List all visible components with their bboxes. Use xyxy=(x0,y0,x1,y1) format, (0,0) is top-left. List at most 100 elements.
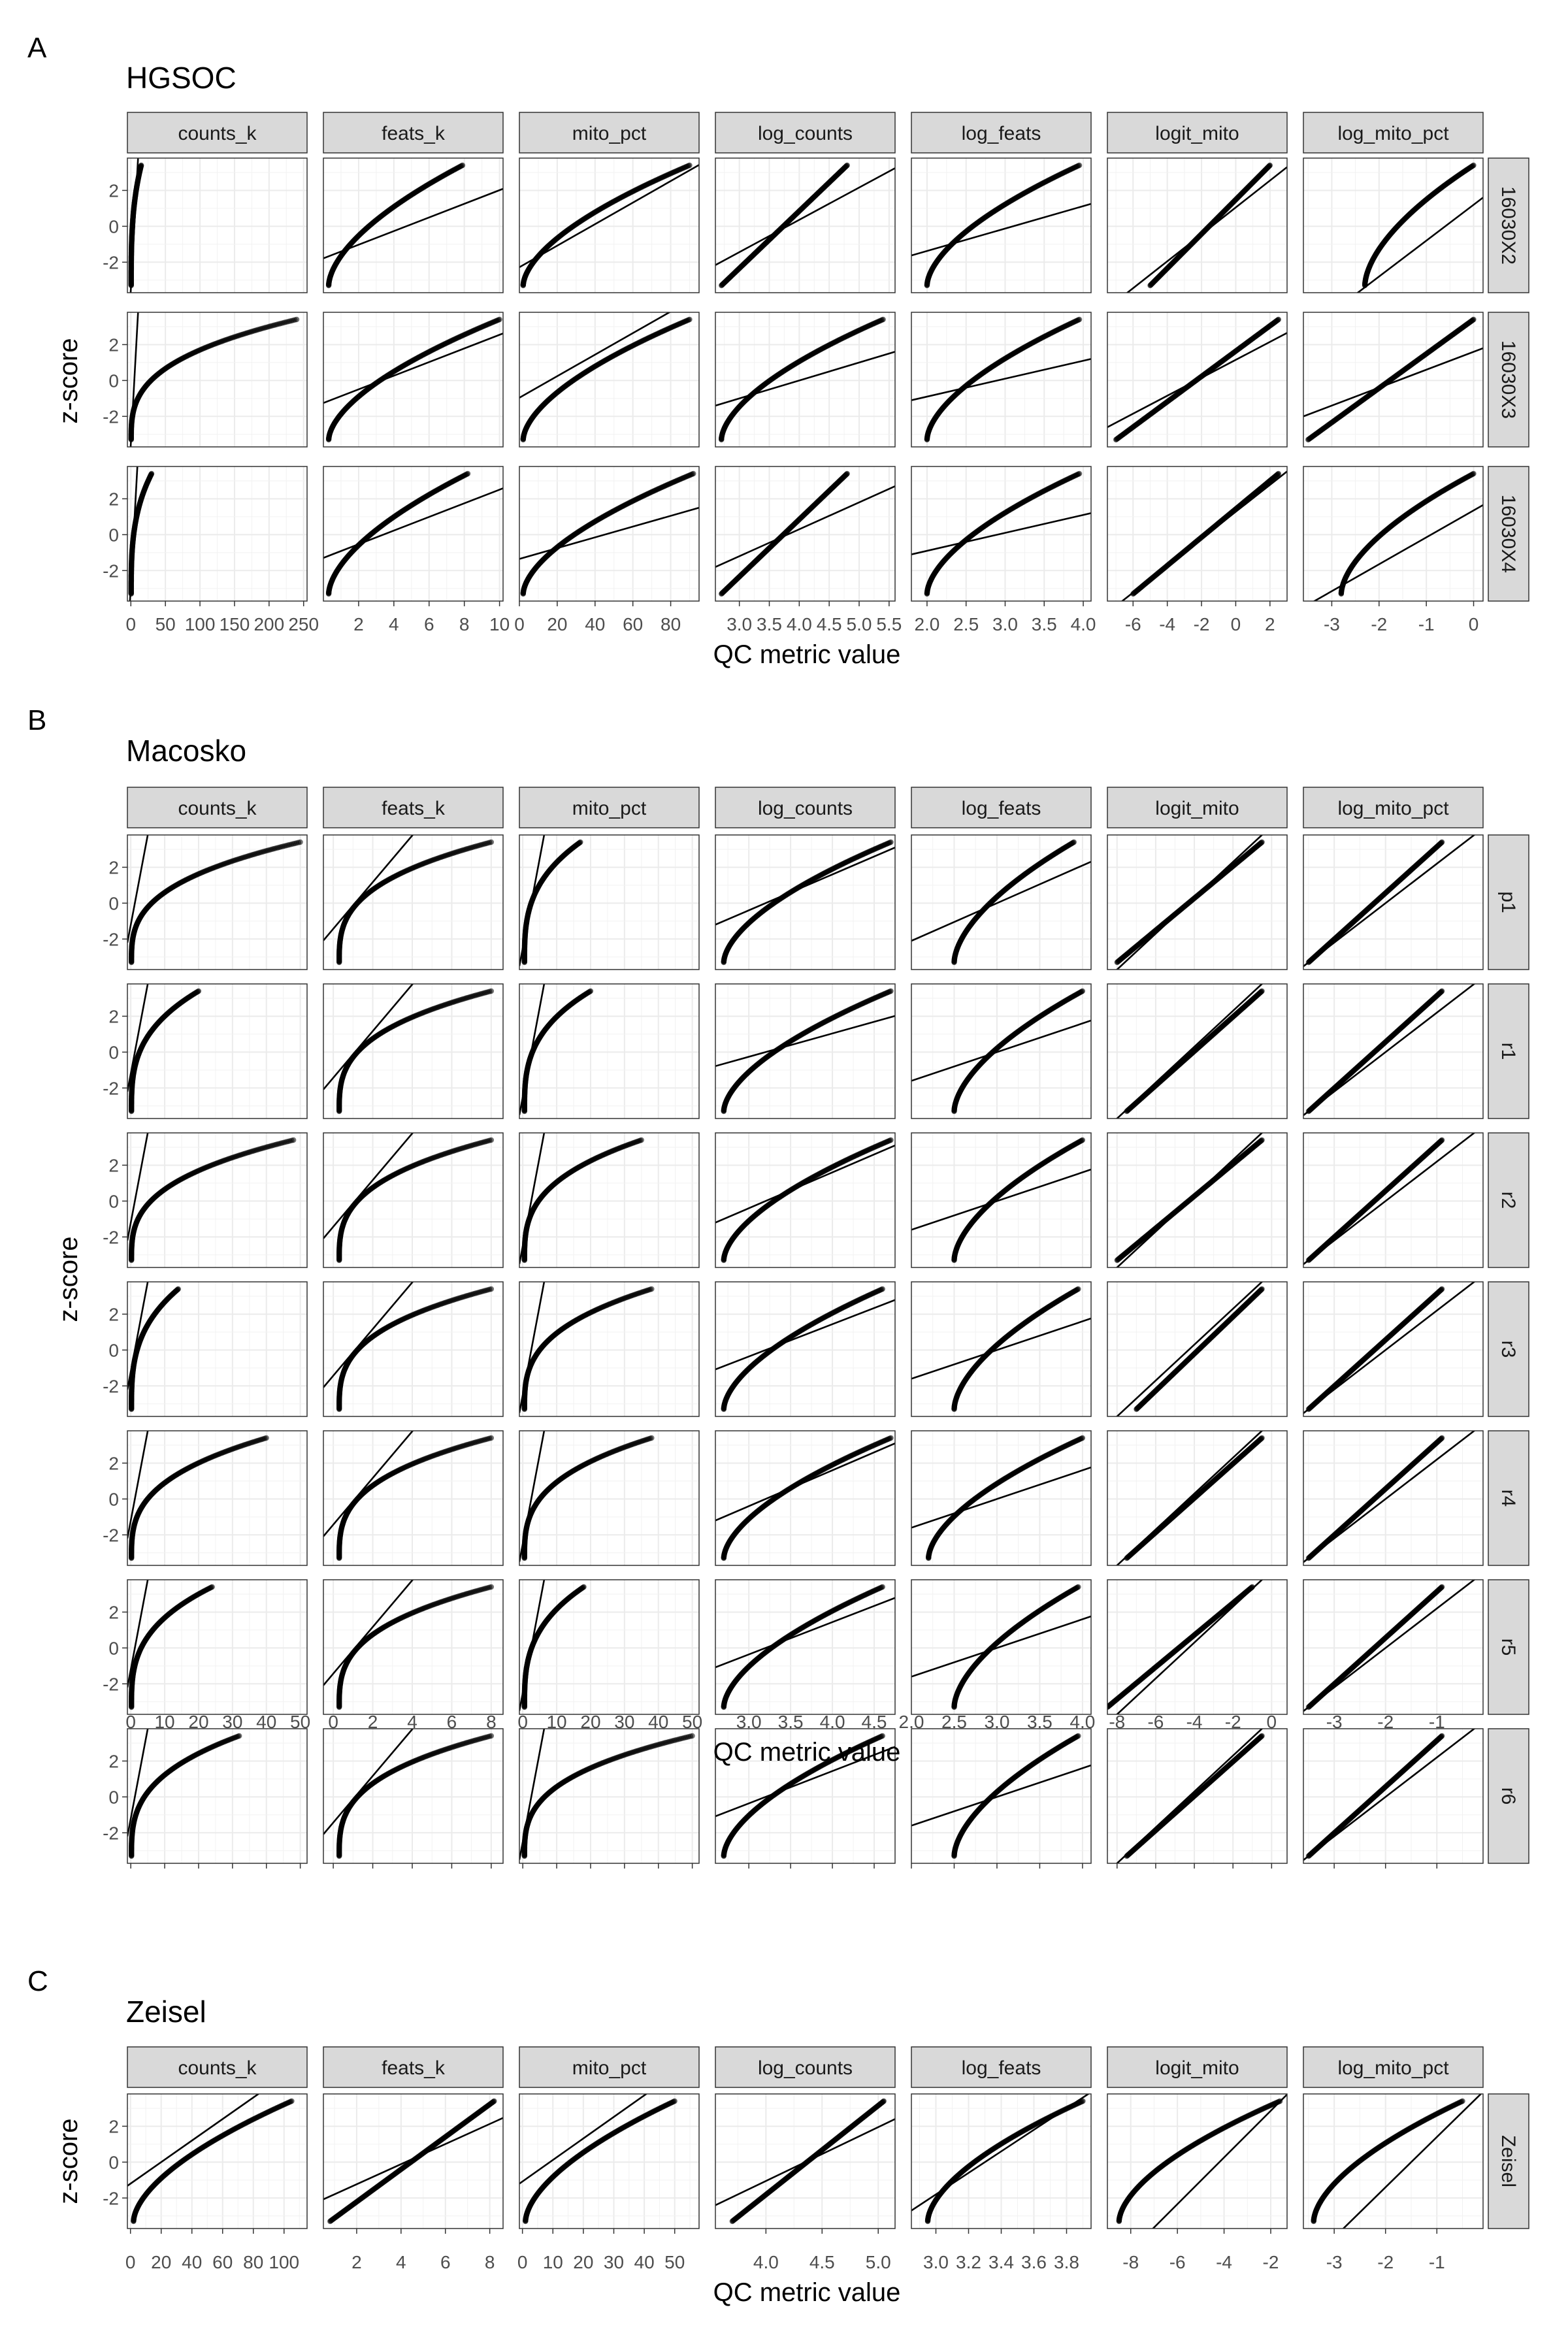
panel-16030x3-log-counts xyxy=(715,312,896,448)
qq-points xyxy=(323,316,503,443)
section-title-a: HGSOC xyxy=(126,61,237,95)
qq-point xyxy=(459,162,466,169)
panel-border xyxy=(1303,157,1484,293)
panel-16030x4-mito-pct xyxy=(519,466,700,602)
facet-label-log-mito-pct: log_mito_pct xyxy=(1337,123,1449,144)
plot-background xyxy=(323,158,503,293)
panel-16030x3-mito-pct xyxy=(519,312,700,448)
qq-points xyxy=(323,162,503,289)
x-tick-label: 200 xyxy=(253,614,284,634)
facet-strip-feats-k xyxy=(323,112,504,154)
qq-point xyxy=(1275,316,1282,323)
y-tick-label: -2 xyxy=(103,561,119,581)
plot-background xyxy=(519,312,699,447)
panel-16030x3-feats-k xyxy=(323,312,504,448)
facet-strip-log-mito-pct xyxy=(1303,112,1484,154)
plot-background xyxy=(323,312,503,447)
facet-label-feats-k: feats_k xyxy=(382,123,446,144)
x-tick-label: 6 xyxy=(424,614,434,634)
plot-background xyxy=(323,466,503,601)
x-tick-label: 150 xyxy=(220,614,250,634)
panel-border xyxy=(323,157,504,293)
panel-border xyxy=(911,157,1092,293)
panel-16030x3-counts-k xyxy=(127,312,308,448)
qq-point xyxy=(844,162,850,169)
panel-border xyxy=(127,312,308,448)
qq-points xyxy=(911,162,1091,289)
x-tick-label: 4 xyxy=(389,614,399,634)
y-tick-label: 2 xyxy=(108,180,119,201)
facet-strip-16030x2 xyxy=(1488,157,1529,293)
qq-points xyxy=(128,158,144,293)
qq-points xyxy=(1107,316,1287,443)
x-tick-label: 100 xyxy=(185,614,216,634)
qq-point xyxy=(1267,162,1273,169)
qq-point xyxy=(1076,316,1083,323)
y-tick-label: 0 xyxy=(108,525,119,545)
panel-tag-a: A xyxy=(27,32,47,64)
qq-points xyxy=(715,162,895,289)
y-tick-label: 0 xyxy=(108,216,119,237)
y-tick-label: -2 xyxy=(103,406,119,427)
plot-background xyxy=(519,158,699,293)
panel-border xyxy=(715,157,896,293)
panel-border xyxy=(1107,157,1288,293)
qq-point xyxy=(1471,162,1477,169)
qq-reference-line xyxy=(715,351,895,407)
x-tick-label: 10 xyxy=(489,614,510,634)
qq-reference-line xyxy=(323,333,503,404)
y-tick-label: 2 xyxy=(108,489,119,509)
x-tick-label: 2 xyxy=(353,614,364,634)
panel-16030x3-logit-mito xyxy=(1107,312,1288,448)
qq-points xyxy=(1126,162,1287,293)
qq-points xyxy=(128,312,300,447)
facet-label-logit-mito: logit_mito xyxy=(1155,123,1239,144)
qq-points xyxy=(1356,162,1483,293)
qq-point xyxy=(687,162,693,169)
y-tick-label: -2 xyxy=(103,252,119,272)
panel-border xyxy=(1107,312,1288,448)
panel-border xyxy=(1303,312,1484,448)
qq-point xyxy=(465,470,471,477)
qq-point xyxy=(880,316,886,323)
panel-16030x3-log-feats xyxy=(911,312,1092,448)
x-tick-label: 50 xyxy=(155,614,176,634)
panel-16030x3-log-mito-pct xyxy=(1303,312,1484,448)
qq-point xyxy=(293,316,300,323)
panel-16030x2-log-feats xyxy=(911,157,1092,293)
qq-point xyxy=(497,316,502,323)
qq-points xyxy=(911,316,1091,443)
y-tick-label: 0 xyxy=(108,370,119,391)
panel-border xyxy=(323,312,504,448)
qq-points xyxy=(715,316,895,443)
plot-background xyxy=(715,312,895,447)
panel-16030x2-feats-k xyxy=(323,157,504,293)
facet-strip-log-counts xyxy=(715,112,896,154)
panel-border xyxy=(715,312,896,448)
panel-border xyxy=(519,312,700,448)
panel-16030x2-counts-k xyxy=(127,157,308,293)
qq-reference-line xyxy=(911,358,1091,401)
qq-reference-line xyxy=(911,203,1091,257)
qq-point xyxy=(687,316,693,323)
panel-16030x2-logit-mito xyxy=(1107,157,1288,293)
qq-point xyxy=(1076,162,1083,169)
qq-point xyxy=(1471,316,1477,323)
panel-16030x2-mito-pct xyxy=(519,157,700,293)
facet-strip-log-feats xyxy=(911,112,1092,154)
facet-label-16030x4: 16030X4 xyxy=(1497,495,1519,573)
qq-points xyxy=(128,466,155,601)
y-tick-label: 2 xyxy=(108,335,119,355)
panel-border xyxy=(127,157,308,293)
qq-point xyxy=(148,470,155,477)
panel-border xyxy=(519,157,700,293)
facet-label-counts-k: counts_k xyxy=(178,123,257,144)
panel-16030x4-counts-k xyxy=(127,466,308,602)
facet-strip-16030x3 xyxy=(1488,312,1529,448)
facet-strip-logit-mito xyxy=(1107,112,1288,154)
plot-background xyxy=(715,158,895,293)
facet-label-16030x2: 16030X2 xyxy=(1497,186,1519,265)
facet-label-16030x3: 16030X3 xyxy=(1497,340,1519,419)
qq-points xyxy=(519,162,699,289)
